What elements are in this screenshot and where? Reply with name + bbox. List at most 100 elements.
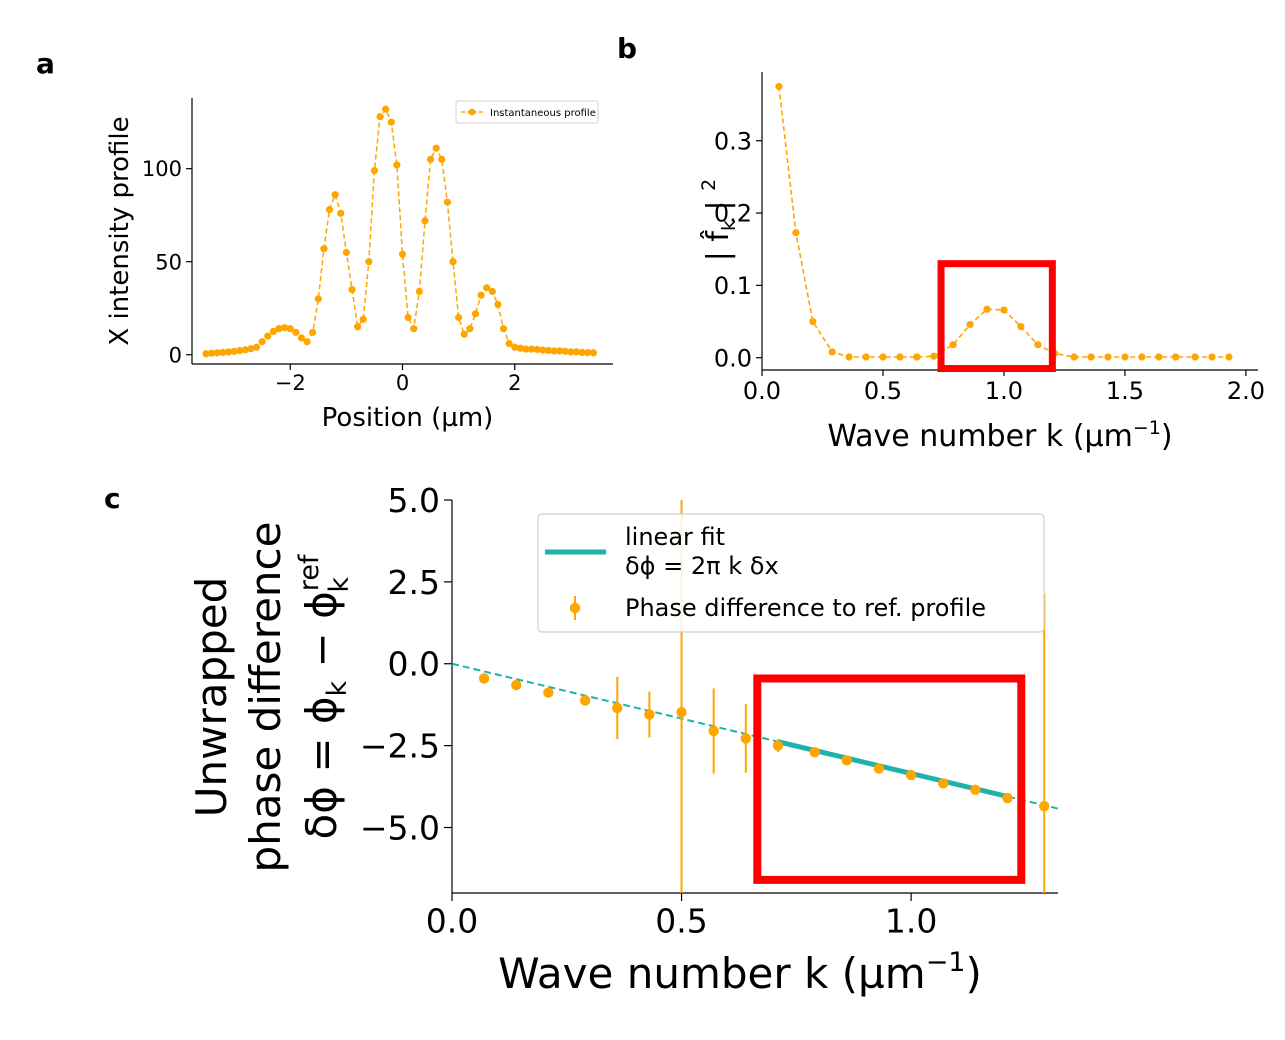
y-axis-label-end: | bbox=[701, 191, 736, 220]
intensity-profile-point bbox=[499, 325, 508, 333]
intensity-profile-point bbox=[483, 284, 491, 292]
phase-difference-point bbox=[809, 746, 820, 758]
phase-difference-point bbox=[708, 725, 719, 737]
intensity-profile-point bbox=[556, 347, 564, 355]
y-tick-label: 0.0 bbox=[714, 344, 752, 372]
x-tick-label: 0.5 bbox=[655, 901, 707, 940]
phase-difference-point bbox=[772, 740, 784, 751]
x-tick-label: −2 bbox=[275, 371, 306, 395]
intensity-profile-point bbox=[511, 343, 519, 351]
y-tick-label: 0.0 bbox=[388, 645, 440, 684]
power-spectrum-point bbox=[1121, 353, 1129, 361]
intensity-profile-point bbox=[208, 349, 216, 357]
y-axis-label-line3-sup: ref bbox=[294, 553, 325, 591]
power-spectrum-point bbox=[1000, 306, 1008, 314]
intensity-profile-point bbox=[275, 325, 283, 333]
x-tick-label: 0.0 bbox=[743, 377, 781, 405]
power-spectrum-point bbox=[792, 228, 800, 237]
intensity-profile-point bbox=[325, 206, 334, 214]
intensity-profile-line bbox=[205, 107, 594, 355]
power-spectrum-point bbox=[1104, 353, 1112, 361]
intensity-profile-point bbox=[449, 258, 457, 266]
power-spectrum-point bbox=[983, 305, 991, 313]
power-spectrum-point bbox=[1138, 353, 1146, 361]
intensity-profile-point bbox=[471, 310, 480, 318]
legend-marker-swatch bbox=[468, 108, 476, 116]
power-spectrum-point bbox=[862, 353, 870, 361]
intensity-profile-point bbox=[320, 245, 328, 253]
intensity-profile-point bbox=[202, 350, 210, 358]
power-spectrum-point bbox=[1172, 353, 1180, 361]
intensity-profile-point bbox=[528, 345, 536, 353]
x-tick-label: 0 bbox=[396, 371, 409, 395]
power-spectrum-point bbox=[1017, 323, 1025, 331]
x-tick-label: 1.0 bbox=[985, 377, 1023, 405]
intensity-profile-point bbox=[387, 118, 395, 126]
phase-difference-point bbox=[1039, 801, 1050, 812]
y-tick-label: −5.0 bbox=[360, 808, 440, 847]
intensity-profile-point bbox=[314, 295, 322, 303]
intensity-profile-point bbox=[415, 287, 423, 296]
x-axis-label: Wave number k (µm−1) bbox=[498, 947, 982, 998]
x-axis-label-main: Wave number k (µm bbox=[498, 949, 926, 998]
intensity-profile-point bbox=[432, 144, 440, 152]
y-axis-label-sub: k bbox=[718, 220, 740, 231]
y-axis-label-line1: Unwrapped bbox=[187, 577, 236, 818]
x-axis-label-sup: −1 bbox=[1133, 417, 1161, 439]
intensity-profile-point bbox=[421, 217, 429, 225]
power-spectrum-point bbox=[879, 353, 887, 361]
y-axis-label-line3-mid: − ϕ bbox=[297, 591, 346, 681]
y-axis-label-line3-sub2: k bbox=[324, 577, 355, 593]
y-tick-label: 0.2 bbox=[714, 200, 752, 228]
intensity-profile-point bbox=[398, 250, 407, 258]
y-tick-label: −2.5 bbox=[360, 727, 440, 766]
phase-difference-point bbox=[511, 679, 522, 691]
phase-difference-point bbox=[740, 733, 752, 744]
x-axis-label-close: ) bbox=[1161, 419, 1173, 454]
intensity-profile-point bbox=[550, 347, 558, 355]
intensity-profile-point bbox=[584, 349, 592, 357]
phase-difference-point bbox=[873, 763, 885, 774]
panel-label-a: a bbox=[36, 47, 55, 80]
legend-frame bbox=[537, 513, 1045, 633]
power-spectrum-point bbox=[896, 353, 904, 361]
intensity-profile-point bbox=[466, 325, 474, 333]
intensity-profile-point bbox=[572, 348, 581, 356]
intensity-profile-point bbox=[443, 198, 452, 206]
highlight-box bbox=[937, 260, 1056, 373]
intensity-profile-point bbox=[393, 161, 401, 169]
x-axis-label-close: ) bbox=[966, 949, 982, 998]
phase-difference-point bbox=[478, 673, 490, 684]
power-spectrum-point bbox=[966, 320, 974, 329]
intensity-profile-point bbox=[219, 348, 227, 357]
intensity-profile-point bbox=[404, 313, 412, 322]
power-spectrum-point bbox=[1070, 353, 1078, 361]
x-tick-label: 2.0 bbox=[1227, 377, 1265, 405]
intensity-profile-point bbox=[297, 334, 306, 342]
panel-label-c: c bbox=[104, 482, 121, 515]
y-axis-label-line2: phase difference bbox=[241, 522, 290, 873]
intensity-profile-point bbox=[522, 345, 530, 353]
y-axis-label: | f̂k | 2 bbox=[698, 179, 740, 262]
intensity-profile-point bbox=[264, 332, 272, 340]
phase-difference-point bbox=[905, 769, 917, 781]
phase-difference-point bbox=[970, 784, 981, 796]
intensity-profile-point bbox=[455, 313, 463, 322]
intensity-profile-point bbox=[359, 315, 367, 323]
power-spectrum-point bbox=[809, 317, 817, 326]
intensity-profile-point bbox=[376, 113, 384, 121]
power-spectrum-point bbox=[1034, 341, 1042, 349]
power-spectrum-point bbox=[930, 352, 938, 360]
intensity-profile-point bbox=[241, 346, 249, 354]
power-spectrum-point bbox=[913, 353, 921, 361]
phase-difference-point bbox=[676, 707, 687, 718]
power-spectrum-point bbox=[1191, 353, 1199, 361]
phase-difference-point bbox=[938, 778, 949, 789]
intensity-profile-point bbox=[589, 349, 597, 357]
intensity-profile-point bbox=[224, 348, 233, 356]
intensity-profile-point bbox=[230, 347, 238, 355]
panel-label-b: b bbox=[617, 32, 637, 65]
intensity-profile-point bbox=[309, 328, 317, 336]
intensity-profile-point bbox=[438, 155, 446, 163]
power-spectrum-point bbox=[1155, 353, 1163, 361]
